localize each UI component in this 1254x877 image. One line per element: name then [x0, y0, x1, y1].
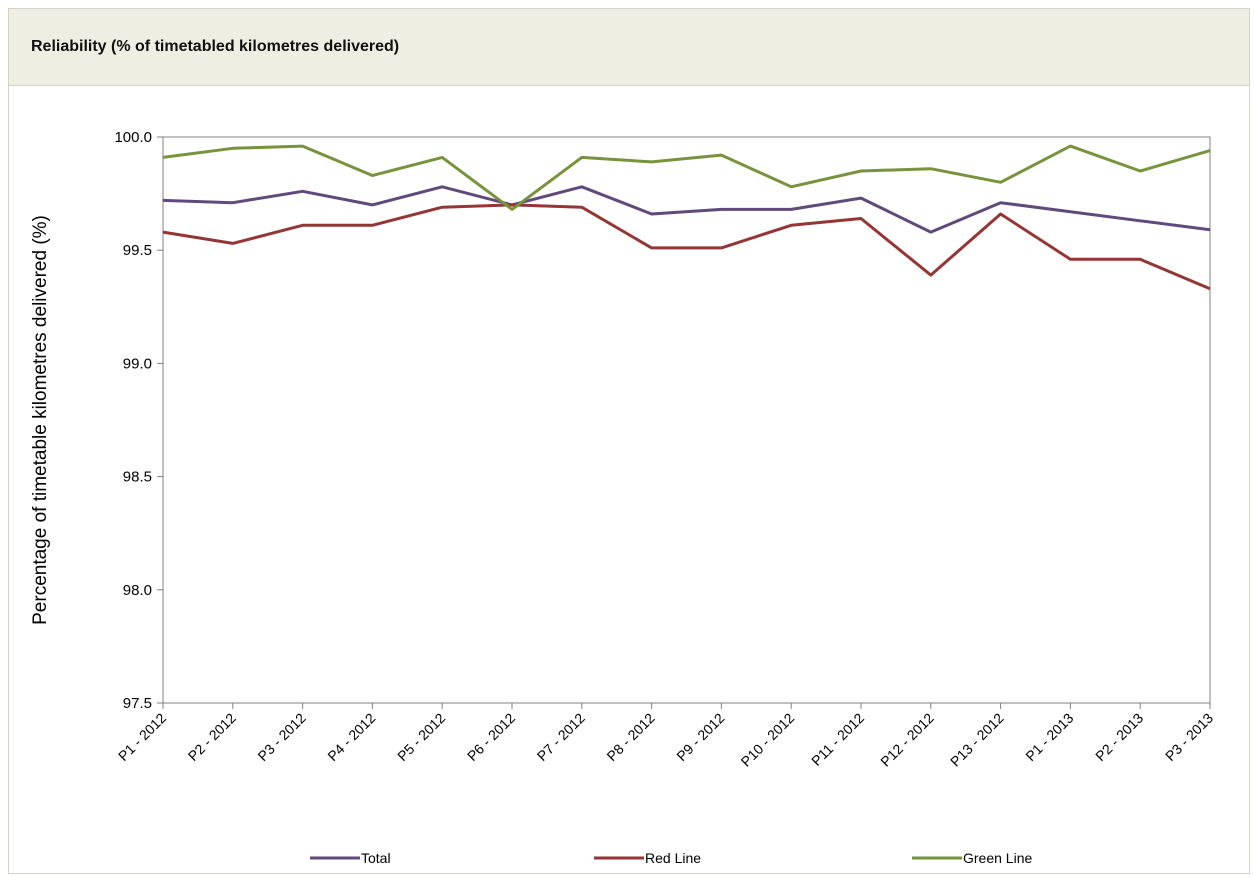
- y-tick-label: 99.5: [123, 242, 152, 259]
- x-tick-label: P2 - 2013: [1092, 710, 1146, 764]
- plot-area: [162, 136, 1211, 704]
- panel-header: Reliability (% of timetabled kilometres …: [9, 9, 1249, 86]
- x-tick-label: P1 - 2013: [1022, 710, 1076, 764]
- x-tick-label: P3 - 2012: [254, 710, 308, 764]
- x-tick-label: P11 - 2012: [808, 710, 867, 769]
- series-line-total: [162, 185, 1211, 234]
- y-tick-label: 98.0: [123, 582, 152, 599]
- x-tick-label: P6 - 2012: [464, 710, 518, 764]
- y-tick-label: 98.5: [123, 469, 152, 486]
- y-tick-label: 99.0: [123, 355, 152, 372]
- x-tick-label: P3 - 2013: [1162, 710, 1216, 764]
- chart-panel: Reliability (% of timetabled kilometres …: [8, 8, 1250, 874]
- legend-label: Total: [361, 850, 391, 866]
- x-tick-label: P8 - 2012: [603, 710, 657, 764]
- series-line-red-line: [162, 203, 1211, 291]
- y-tick-label: 97.5: [123, 695, 152, 712]
- x-tick-label: P10 - 2012: [738, 710, 798, 770]
- legend-label: Red Line: [645, 850, 701, 866]
- x-tick-label: P9 - 2012: [673, 710, 727, 764]
- y-axis-title: Percentage of timetable kilometres deliv…: [30, 215, 51, 625]
- x-tick-label: P12 - 2012: [877, 710, 937, 770]
- x-tick-label: P7 - 2012: [534, 710, 588, 764]
- x-tick-label: P13 - 2012: [947, 710, 1007, 770]
- x-tick-label: P2 - 2012: [185, 710, 239, 764]
- series-line-green-line: [162, 144, 1211, 211]
- x-tick-label: P1 - 2012: [115, 710, 169, 764]
- x-tick-label: P4 - 2012: [324, 710, 378, 764]
- y-tick-label: 100.0: [114, 129, 152, 146]
- panel-title: Reliability (% of timetabled kilometres …: [31, 38, 400, 55]
- x-tick-label: P5 - 2012: [394, 710, 448, 764]
- legend-label: Green Line: [963, 850, 1032, 866]
